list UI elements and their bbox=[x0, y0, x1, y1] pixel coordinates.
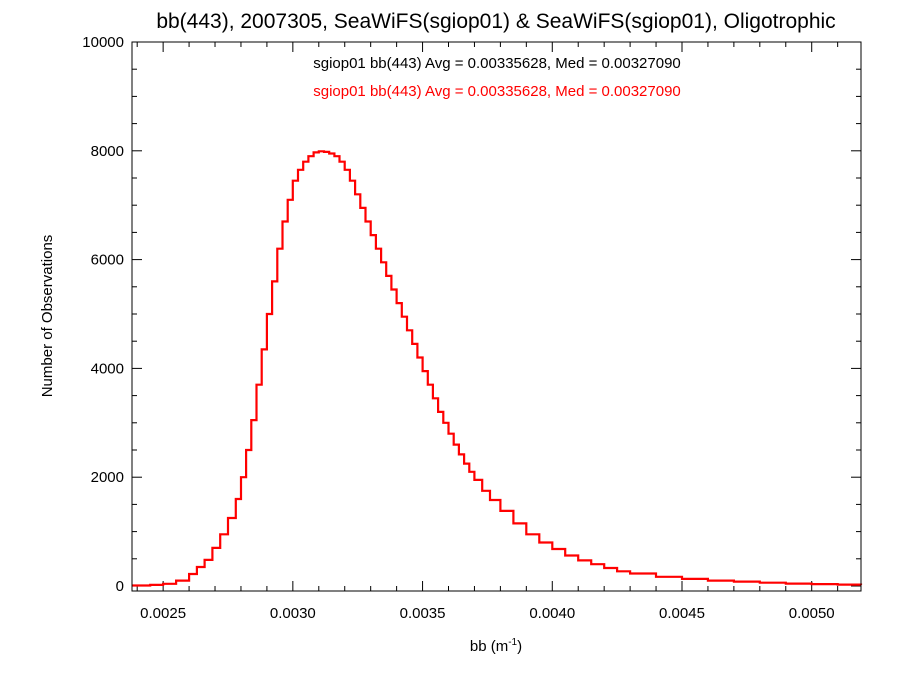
y-tick-label: 4000 bbox=[91, 360, 124, 377]
series-histogram-line bbox=[132, 150, 863, 587]
x-tick-label: 0.0050 bbox=[789, 605, 835, 622]
x-tick-label: 0.0025 bbox=[140, 605, 186, 622]
x-tick-label: 0.0035 bbox=[400, 605, 446, 622]
axis-ticks bbox=[132, 41, 861, 591]
x-axis-title: bb (m-1) bbox=[470, 637, 522, 655]
plot-frame bbox=[131, 41, 862, 592]
y-tick-label: 8000 bbox=[91, 143, 124, 160]
chart-title: bb(443), 2007305, SeaWiFS(sgiop01) & Sea… bbox=[156, 10, 835, 33]
axis-tick-labels: 0.0025 0.0030 0.0035 0.0040 0.0045 0.0050 0 200… bbox=[82, 34, 834, 622]
y-tick-label: 2000 bbox=[91, 469, 124, 486]
x-tick-label: 0.0040 bbox=[529, 605, 575, 622]
y-axis-title: Number of Observations bbox=[39, 235, 56, 398]
x-tick-label: 0.0045 bbox=[659, 605, 705, 622]
y-tick-label: 10000 bbox=[82, 34, 124, 51]
x-tick-label: 0.0030 bbox=[270, 605, 316, 622]
annotation-red: sgiop01 bb(443) Avg = 0.00335628, Med = … bbox=[313, 83, 681, 100]
y-tick-label: 6000 bbox=[91, 252, 124, 269]
annotation-black: sgiop01 bb(443) Avg = 0.00335628, Med = … bbox=[313, 55, 681, 72]
y-tick-label: 0 bbox=[116, 578, 124, 595]
